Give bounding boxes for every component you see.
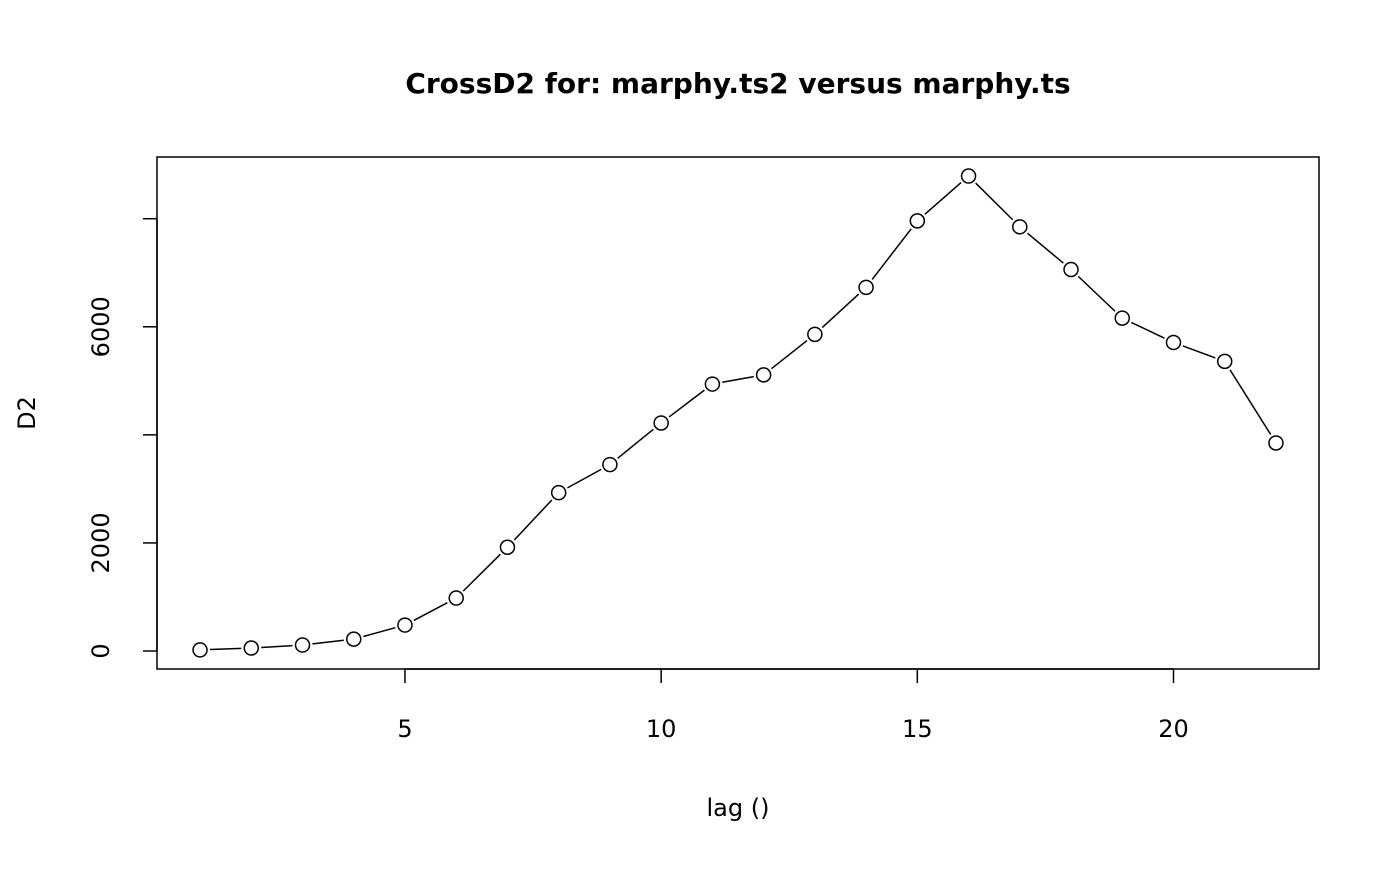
data-point xyxy=(345,631,362,647)
data-point xyxy=(499,539,516,556)
x-tick-label: 20 xyxy=(1158,715,1189,743)
y-tick-label: 6000 xyxy=(87,296,115,357)
x-tick-label: 15 xyxy=(902,715,933,743)
data-point xyxy=(1063,261,1079,278)
series-line-segment xyxy=(924,182,962,215)
series-line-segment xyxy=(413,602,448,622)
series-d2 xyxy=(192,168,1284,658)
data-point xyxy=(1165,334,1182,351)
plot-frame xyxy=(156,156,1320,670)
data-point xyxy=(1268,435,1284,451)
y-axis: 0 2000 6000 xyxy=(87,217,158,659)
data-point xyxy=(807,326,823,343)
y-tick-label: 2000 xyxy=(87,512,115,573)
y-tick-label: 0 xyxy=(87,643,115,658)
series-line-segment xyxy=(312,639,344,645)
x-axis-label: lag () xyxy=(707,794,770,822)
series-line-segment xyxy=(722,375,754,384)
x-tick-label: 5 xyxy=(397,715,412,743)
data-point xyxy=(1012,219,1028,235)
data-point xyxy=(550,484,567,501)
data-point xyxy=(704,376,721,392)
series-line-segment xyxy=(1077,275,1116,312)
series-line-segment xyxy=(871,228,912,280)
data-point xyxy=(653,415,669,431)
data-point xyxy=(397,617,413,633)
data-point xyxy=(192,642,208,658)
series-line-segment xyxy=(975,182,1014,221)
data-point xyxy=(1216,353,1233,370)
series-line-segment xyxy=(567,468,602,489)
series-line-segment xyxy=(210,647,242,651)
data-point xyxy=(960,168,977,184)
data-point xyxy=(755,367,772,383)
series-line-segment xyxy=(261,644,293,649)
series-line-segment xyxy=(513,499,553,541)
series-line-segment xyxy=(1229,369,1272,435)
data-point xyxy=(1114,310,1131,326)
series-line-segment xyxy=(1130,321,1165,339)
y-axis-label: D2 xyxy=(13,396,41,430)
series-line-segment xyxy=(363,626,396,638)
series-line-segment xyxy=(821,293,860,329)
data-point xyxy=(294,637,311,653)
data-point xyxy=(243,640,260,656)
series-line-segment xyxy=(617,428,654,459)
chart-title: CrossD2 for: marphy.ts2 versus marphy.ts xyxy=(405,67,1070,100)
data-point xyxy=(602,456,618,473)
series-line-segment xyxy=(1026,232,1064,264)
series-line-segment xyxy=(1182,345,1216,359)
series-line-segment xyxy=(462,553,501,592)
x-axis: 5 10 15 20 xyxy=(397,668,1189,743)
data-point xyxy=(909,213,926,229)
series-line-segment xyxy=(770,339,808,370)
data-point xyxy=(448,590,464,606)
data-point xyxy=(858,279,874,296)
x-tick-label: 10 xyxy=(646,715,677,743)
series-line-segment xyxy=(668,389,705,418)
